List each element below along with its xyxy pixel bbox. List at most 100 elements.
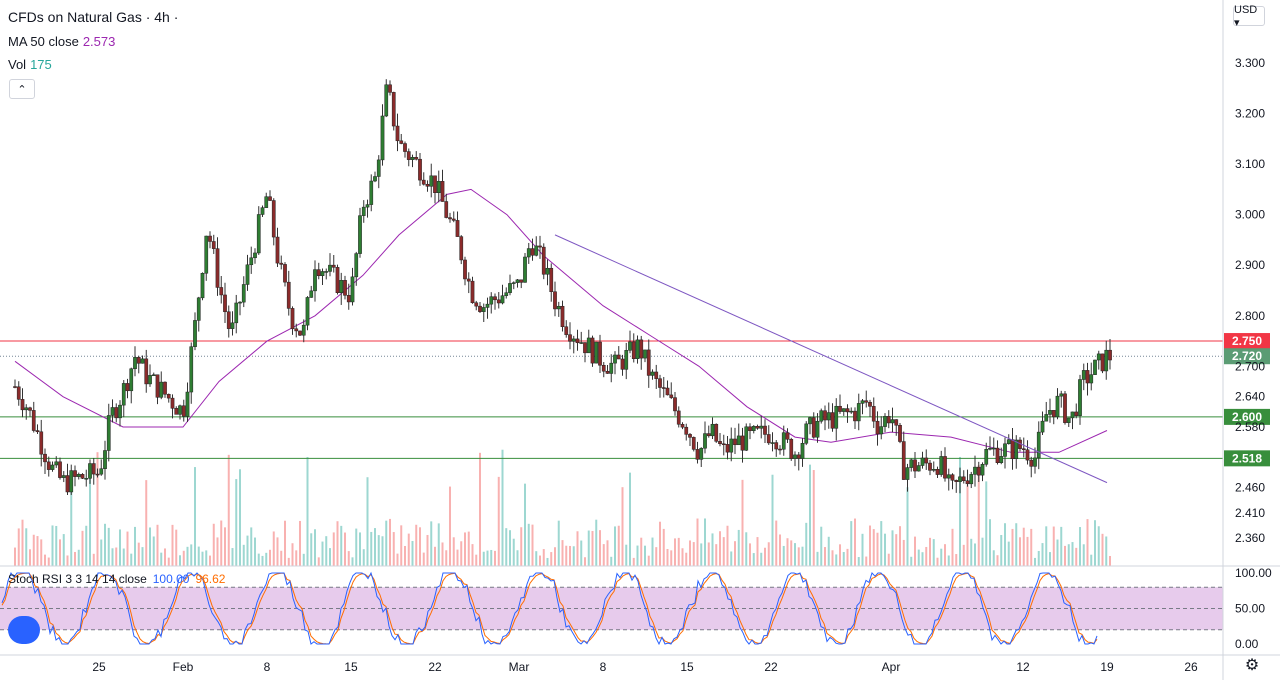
volume-bar bbox=[497, 476, 500, 566]
volume-bar bbox=[385, 520, 388, 566]
candle-body bbox=[418, 158, 422, 181]
candle-body bbox=[1021, 448, 1026, 450]
volume-bar bbox=[700, 543, 703, 566]
volume-legend[interactable]: Vol 175 bbox=[8, 57, 52, 72]
candle-body bbox=[125, 383, 130, 392]
candle-body bbox=[223, 294, 227, 313]
volume-bar bbox=[126, 531, 129, 566]
candle-body bbox=[928, 462, 932, 471]
collapse-legend-button[interactable]: ⌃ bbox=[9, 79, 35, 99]
volume-bar bbox=[539, 555, 541, 566]
volume-bar bbox=[389, 518, 391, 566]
volume-bar bbox=[250, 527, 253, 566]
candle-body bbox=[631, 341, 636, 359]
candle-body bbox=[710, 423, 715, 437]
time-tick-label: 15 bbox=[344, 660, 358, 674]
candle-body bbox=[133, 357, 137, 370]
candle-body bbox=[898, 425, 902, 442]
volume-bar bbox=[404, 545, 406, 566]
candle-body bbox=[174, 408, 179, 415]
volume-bar bbox=[377, 535, 380, 566]
candle-body bbox=[654, 371, 659, 379]
volume-bar bbox=[857, 557, 860, 566]
volume-bar bbox=[696, 518, 699, 566]
candle-body bbox=[414, 157, 419, 160]
candle-body bbox=[88, 463, 92, 479]
candle-body bbox=[965, 480, 970, 485]
trendline[interactable] bbox=[554, 234, 1108, 484]
price-tick-label: 2.410 bbox=[1235, 506, 1265, 520]
ma-legend[interactable]: MA 50 close 2.573 bbox=[8, 34, 116, 49]
volume-bar bbox=[55, 525, 58, 566]
current-price-label: 2.720 bbox=[1232, 349, 1262, 363]
volume-bar bbox=[490, 549, 493, 566]
currency-selector[interactable]: USD ▾ bbox=[1233, 4, 1265, 29]
volume-bar bbox=[884, 533, 886, 566]
volume-bar bbox=[355, 528, 358, 566]
price-tick-label: 2.800 bbox=[1235, 309, 1265, 323]
candle-body bbox=[579, 342, 584, 344]
volume-bar bbox=[561, 540, 564, 566]
volume-bar bbox=[996, 555, 999, 566]
volume-bar bbox=[407, 533, 410, 566]
volume-bar bbox=[947, 555, 950, 566]
gear-icon[interactable]: ⚙ bbox=[1244, 657, 1260, 674]
volume-bar bbox=[876, 532, 879, 566]
candle-body bbox=[1040, 420, 1045, 433]
candle-body bbox=[200, 272, 205, 299]
level-label-bg bbox=[1224, 408, 1270, 425]
volume-bar bbox=[381, 536, 384, 566]
volume-bar bbox=[572, 546, 575, 566]
candle-body bbox=[950, 474, 955, 481]
volume-bar bbox=[302, 553, 305, 566]
volume-bar bbox=[119, 529, 121, 566]
volume-bar bbox=[130, 553, 133, 566]
stoch-rsi-legend[interactable]: Stoch RSI 3 3 14 14 close 100.00 96.62 bbox=[8, 572, 226, 586]
candle-body bbox=[185, 391, 190, 417]
candle-body bbox=[868, 401, 872, 407]
volume-bar bbox=[190, 544, 193, 566]
candle-body bbox=[860, 400, 865, 404]
volume-bar bbox=[584, 557, 586, 566]
volume-bar bbox=[576, 531, 579, 566]
candle-body bbox=[826, 412, 831, 421]
volume-bar bbox=[689, 540, 691, 566]
volume-bar bbox=[880, 521, 883, 566]
time-tick-label: Mar bbox=[509, 660, 530, 674]
candle-body bbox=[628, 341, 632, 351]
volume-bar bbox=[730, 551, 733, 566]
candle-body bbox=[204, 235, 209, 274]
candle-body bbox=[1085, 370, 1090, 384]
volume-bar bbox=[887, 553, 890, 566]
candle-body bbox=[320, 271, 325, 277]
volume-bar bbox=[1075, 547, 1078, 566]
candle-body bbox=[793, 454, 797, 459]
volume-bar bbox=[261, 555, 264, 566]
candle-body bbox=[721, 443, 726, 446]
symbol-title[interactable]: CFDs on Natural Gas · 4h · bbox=[8, 9, 179, 25]
volume-bar bbox=[617, 525, 620, 566]
volume-bar bbox=[921, 552, 924, 566]
volume-bar bbox=[269, 549, 271, 566]
candle-body bbox=[560, 305, 565, 327]
volume-bar bbox=[786, 538, 789, 566]
candle-body bbox=[575, 338, 580, 344]
volume-bar bbox=[17, 528, 20, 566]
volume-bar bbox=[782, 545, 785, 566]
candle-body bbox=[976, 466, 981, 476]
volume-bar bbox=[66, 555, 69, 566]
candle-body bbox=[1089, 374, 1094, 384]
candle-body bbox=[241, 284, 246, 303]
volume-bar bbox=[344, 532, 346, 566]
volume-bar bbox=[167, 557, 170, 566]
volume-bar bbox=[940, 548, 943, 566]
volume-bar bbox=[164, 548, 166, 566]
candle-body bbox=[526, 248, 531, 258]
volume-bar bbox=[1060, 526, 1063, 566]
price-tick-label: 3.100 bbox=[1235, 157, 1265, 171]
tradingview-logo-icon[interactable] bbox=[8, 616, 40, 644]
candle-body bbox=[916, 465, 921, 472]
candle-body bbox=[1108, 349, 1112, 361]
volume-bar bbox=[591, 531, 594, 566]
